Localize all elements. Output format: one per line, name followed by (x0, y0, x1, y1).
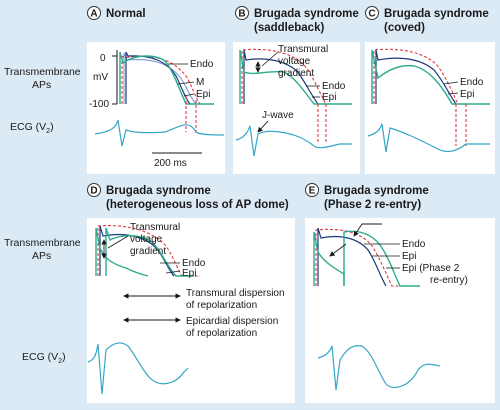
panel-e-badge (305, 183, 319, 197)
panel-c-badge (365, 6, 379, 20)
panel-a-epi-ap (119, 51, 214, 105)
panel-b-gradient-3: gradient (278, 68, 314, 79)
panel-c-epi-ap (371, 49, 490, 105)
panel-d-gradient-pointer (107, 235, 129, 249)
panel-b-gradient-1: Transmural (278, 44, 328, 55)
panel-c-reference-ap (373, 48, 490, 105)
panel-d-transmural-1: Transmural dispersion (186, 288, 285, 299)
panel-a-letter: A (90, 9, 97, 20)
panel-d-gradient-1: Transmural (130, 222, 180, 233)
panel-a-label-m: M (196, 77, 204, 88)
panel-b-label-epi: Epi (322, 92, 336, 103)
panel-e-endo-ap (317, 227, 387, 287)
panel-e-epi-ap-2 (343, 230, 420, 287)
panel-a-reference-ap (121, 53, 214, 105)
panel-a-label-epi: Epi (196, 89, 210, 100)
panel-a-scale-label: 200 ms (154, 158, 187, 169)
panel-c-label-endo: Endo (460, 77, 484, 88)
panel-c-dashed-projections (455, 104, 467, 146)
panel-d-label-endo: Endo (182, 258, 206, 269)
panel-d-label-epi: Epi (182, 268, 196, 279)
panel-d-box (87, 218, 295, 403)
panel-d-title-2: (heterogeneous loss of AP dome) (106, 199, 289, 211)
panel-c-title-1: Brugada syndrome (384, 8, 489, 20)
panel-e-label-epi2: Epi (Phase 2 (402, 263, 460, 274)
panel-d: D Brugada syndrome (heterogeneous loss o… (87, 183, 295, 403)
panel-d-epi-ap-2 (95, 227, 149, 277)
row-label-ap-bottom-2: APs (32, 250, 51, 262)
panel-a-epi-pointer (183, 93, 195, 97)
panel-e-title-1: Brugada syndrome (324, 185, 429, 197)
panel-e-box (305, 218, 495, 403)
panel-c: C Brugada syndrome (coved) Endo Epi (365, 6, 495, 174)
panel-c-ecg (367, 123, 490, 153)
panel-b-gradient-2: voltage (278, 56, 311, 67)
panel-d-gradient-2: voltage (130, 234, 163, 245)
panel-d-title-1: Brugada syndrome (106, 185, 211, 197)
panel-a-box (87, 42, 225, 174)
panel-a-label-endo: Endo (190, 59, 214, 70)
panel-d-epi-ap-1 (105, 227, 194, 277)
row-label-ecg-top: ECG (V2) (10, 121, 54, 135)
panel-e-letter: E (309, 186, 316, 197)
panel-e-title-2: (Phase 2 re-entry) (324, 199, 421, 211)
panel-a: A Normal 0 mV -100 Endo M Epi 200 ms (87, 6, 225, 174)
panel-b-dashed-projections (317, 104, 327, 144)
panel-c-label-epi: Epi (460, 89, 474, 100)
row-label-ap-top-2: APs (32, 79, 51, 91)
panel-b-jwave-arrow (257, 120, 269, 133)
panel-c-title-2: (coved) (384, 22, 425, 34)
panel-e-label-epi2b: re-entry) (430, 275, 468, 286)
panel-e-ecg (317, 345, 441, 391)
panel-b-letter: B (238, 9, 245, 20)
panel-c-endo-pointer (443, 81, 459, 85)
panel-e-reentry-arrow (329, 243, 347, 257)
panel-a-ytick-100: -100 (89, 99, 109, 110)
panel-a-ecg (94, 119, 225, 147)
row-label-ap-top-1: Transmembrane (4, 66, 81, 78)
panel-a-yticks (112, 55, 117, 105)
panel-e: E Brugada syndrome (Phase 2 re-entry) En… (305, 183, 495, 403)
panel-a-dashed-projections (185, 96, 197, 134)
panel-d-transmural-2: of repolarization (186, 300, 257, 311)
panel-a-badge (87, 6, 101, 20)
panel-b-title-1: Brugada syndrome (254, 8, 359, 20)
row-label-ap-bottom-1: Transmembrane (4, 237, 81, 249)
panel-b-title-2: (saddleback) (254, 22, 324, 34)
panel-d-ecg (87, 342, 189, 395)
panel-b-jwave-label: J-wave (262, 110, 294, 121)
panel-d-epi-pointer (165, 270, 181, 274)
panel-b-endo-ap (243, 49, 319, 105)
panel-b-ecg (235, 125, 352, 157)
panel-b-epi-ap (239, 49, 352, 105)
panel-b: B Brugada syndrome (saddleback) Transmur… (233, 6, 360, 174)
panel-a-title: Normal (106, 8, 146, 20)
panel-c-epi-pointer (447, 92, 459, 95)
panel-c-box (365, 42, 495, 174)
panel-a-m-ap (123, 52, 197, 105)
panel-c-letter: C (368, 9, 375, 20)
panel-d-letter: D (90, 186, 97, 197)
panel-d-badge (87, 183, 101, 197)
panel-a-ytick-0: 0 (100, 53, 106, 64)
panel-d-gradient-3: gradient (130, 246, 166, 257)
panel-d-epicardial-2: of repolarization (186, 328, 257, 339)
panel-c-endo-ap (375, 49, 457, 105)
panel-e-reference-ap (315, 228, 420, 287)
panel-b-gradient-pointer (261, 51, 279, 67)
panel-e-propagation-arrow (353, 223, 382, 237)
panel-b-reference-ap (241, 48, 352, 105)
panel-a-m-pointer (177, 81, 195, 85)
panel-b-label-endo: Endo (322, 81, 346, 92)
panel-e-label-epi1: Epi (402, 251, 416, 262)
row-label-ecg-bottom: ECG (V2) (22, 351, 66, 365)
panel-e-label-endo: Endo (402, 239, 426, 250)
panel-d-epicardial-1: Epicardial dispersion (186, 316, 278, 327)
panel-b-badge (235, 6, 249, 20)
panel-a-yunit: mV (93, 72, 108, 83)
